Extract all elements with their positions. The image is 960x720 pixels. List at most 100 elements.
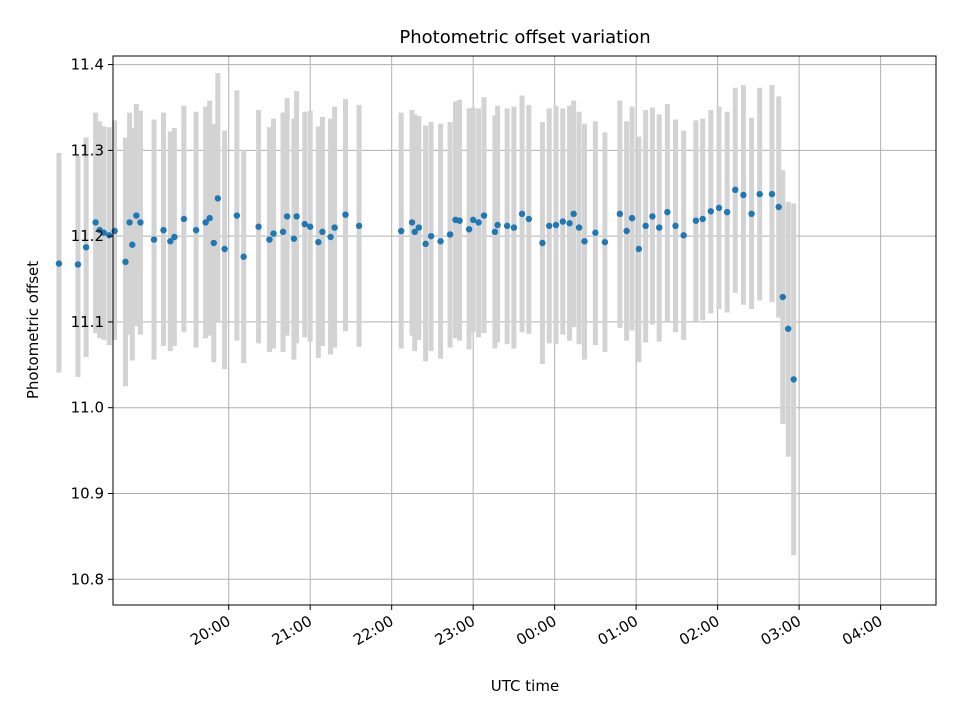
data-point — [133, 212, 140, 219]
data-point — [715, 204, 723, 212]
data-point — [672, 222, 679, 230]
data-point — [122, 258, 129, 266]
data-point — [656, 224, 663, 231]
data-point — [748, 210, 755, 218]
data-point — [105, 232, 113, 239]
data-point — [707, 208, 715, 215]
data-point — [331, 224, 338, 231]
data-point — [270, 230, 277, 237]
data-point — [397, 227, 405, 235]
data-point — [635, 245, 643, 253]
y-tick-label: 11.2 — [71, 227, 104, 245]
y-axis-ticks: 10.8 10.9 11.0 11.1 11.2 11.3 11.4 — [71, 56, 113, 588]
data-point — [628, 214, 636, 222]
data-point — [319, 228, 326, 236]
data-point — [469, 216, 477, 224]
data-point — [411, 228, 418, 236]
data-point — [480, 212, 488, 219]
data-point — [680, 232, 687, 239]
data-point — [446, 231, 454, 238]
data-point — [503, 222, 511, 230]
y-axis-title: Photometric offset — [24, 261, 42, 399]
data-point — [779, 293, 787, 301]
data-point — [327, 233, 334, 241]
data-point — [266, 236, 273, 243]
data-point — [92, 219, 99, 226]
data-point — [210, 239, 217, 247]
data-point — [137, 219, 144, 226]
data-point — [279, 228, 287, 236]
data-point — [240, 253, 247, 260]
data-point — [342, 211, 349, 218]
data-point — [129, 241, 136, 248]
x-axis-title: UTC time — [491, 677, 559, 695]
data-point — [315, 238, 322, 246]
y-tick-label: 11.4 — [71, 56, 104, 74]
data-point — [221, 245, 228, 253]
data-point — [55, 260, 63, 267]
data-point — [581, 238, 588, 245]
chart-title: Photometric offset variation — [399, 27, 650, 48]
y-tick-label: 10.8 — [71, 570, 104, 588]
plot-area-frame — [112, 55, 937, 606]
data-point — [167, 238, 174, 245]
data-point — [790, 376, 797, 383]
data-point — [756, 190, 763, 198]
data-point — [525, 215, 533, 223]
data-point — [699, 215, 706, 223]
data-point — [233, 212, 241, 219]
data-point — [785, 325, 792, 332]
data-point — [475, 219, 482, 226]
data-point — [290, 235, 298, 242]
data-point — [775, 203, 782, 211]
data-point — [150, 236, 158, 243]
data-point — [692, 217, 700, 224]
data-point — [768, 190, 776, 198]
data-point — [74, 261, 82, 268]
data-point — [642, 222, 649, 230]
data-point — [491, 228, 499, 236]
data-point — [456, 217, 463, 224]
data-point — [171, 233, 178, 241]
data-point — [740, 191, 747, 199]
y-tick-label: 11.3 — [71, 141, 104, 159]
data-point — [214, 195, 222, 202]
data-point — [465, 226, 473, 233]
data-point — [518, 210, 526, 218]
data-point — [355, 222, 363, 230]
data-point — [111, 227, 118, 235]
data-point — [539, 239, 546, 247]
y-tick-label: 11.0 — [71, 399, 104, 417]
data-point — [649, 213, 656, 220]
data-point — [408, 219, 416, 226]
data-point — [427, 232, 435, 240]
data-point — [415, 224, 423, 231]
data-point — [422, 240, 429, 248]
data-point — [664, 208, 671, 216]
data-point — [570, 210, 577, 218]
data-point — [255, 223, 262, 230]
y-tick-label: 10.9 — [71, 484, 104, 502]
data-point — [616, 210, 624, 218]
data-point — [566, 220, 573, 227]
data-point — [206, 214, 213, 222]
data-point — [623, 227, 630, 235]
data-point — [126, 219, 133, 226]
data-point — [301, 220, 308, 228]
data-point — [283, 213, 291, 220]
data-point — [437, 238, 444, 245]
data-point — [723, 208, 731, 216]
data-point — [732, 186, 739, 194]
data-point — [601, 238, 609, 246]
data-point — [293, 213, 300, 220]
data-point — [180, 215, 188, 223]
data-point — [510, 224, 518, 231]
data-point — [592, 229, 599, 236]
y-tick-label: 11.1 — [71, 313, 104, 331]
data-point — [100, 229, 107, 236]
data-point — [82, 244, 90, 251]
data-point — [494, 221, 501, 229]
data-point — [192, 226, 200, 234]
